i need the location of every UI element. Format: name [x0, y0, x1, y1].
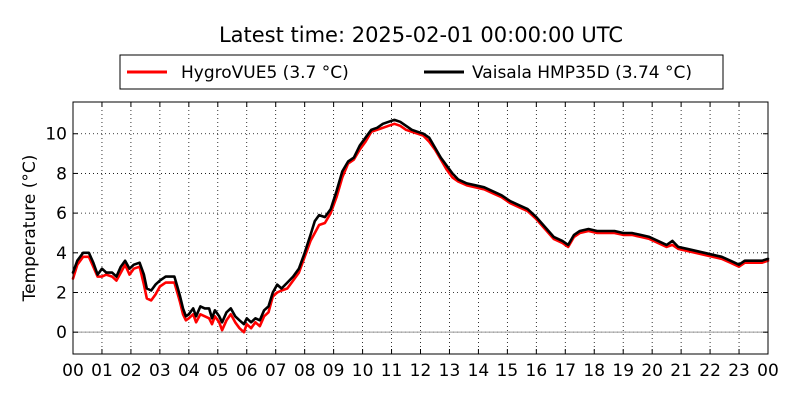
y-tick-label: 8: [56, 164, 67, 184]
legend-box: [119, 54, 724, 90]
x-tick-label: 05: [207, 361, 229, 381]
legend-label-vaisala: Vaisala HMP35D (3.74 °C): [472, 63, 692, 83]
grid: [73, 102, 768, 354]
x-tick-label: 19: [612, 361, 634, 381]
x-tick-label: 22: [699, 361, 721, 381]
x-tick-label: 06: [236, 361, 258, 381]
x-tick-label: 10: [352, 361, 374, 381]
x-tick-label: 00: [62, 361, 84, 381]
x-tick-label: 07: [265, 361, 287, 381]
chart-title: Latest time: 2025-02-01 00:00:00 UTC: [219, 23, 623, 47]
x-tick-label: 02: [120, 361, 142, 381]
x-tick-label: 16: [526, 361, 548, 381]
y-tick-label: 2: [56, 283, 67, 303]
x-tick-label: 08: [294, 361, 316, 381]
x-tick-label: 03: [149, 361, 171, 381]
x-tick-label: 15: [497, 361, 519, 381]
x-tick-label: 20: [641, 361, 663, 381]
y-tick-label: 4: [56, 244, 67, 264]
x-tick-label: 21: [670, 361, 692, 381]
x-tick-label: 14: [468, 361, 490, 381]
x-tick-label: 12: [410, 361, 432, 381]
axis-ticks: 00 01 02 03 04 05 06 07 08 09 10 11 12 13 14 15 16 17 18 19…: [45, 102, 779, 381]
y-tick-label: 0: [56, 323, 67, 343]
series-line-vaisala: [71, 118, 770, 326]
x-tick-label: 23: [728, 361, 750, 381]
x-tick-label: 17: [554, 361, 576, 381]
series-lines: [71, 118, 770, 334]
x-tick-label: 09: [323, 361, 345, 381]
x-tick-label: 01: [91, 361, 113, 381]
x-tick-label: 04: [178, 361, 200, 381]
series-line-hygrovue5: [71, 122, 770, 334]
legend-label-hygrovue5: HygroVUE5 (3.7 °C): [181, 63, 349, 83]
y-tick-label: 6: [56, 204, 67, 224]
x-tick-label: 18: [583, 361, 605, 381]
y-tick-label: 10: [45, 125, 67, 145]
plot-frame: [72, 101, 769, 355]
x-tick-label: 13: [439, 361, 461, 381]
x-tick-label: 00: [757, 361, 779, 381]
legend: HygroVUE5 (3.7 °C) Vaisala HMP35D (3.74 …: [119, 54, 724, 90]
y-axis-label: Temperature (°C): [20, 155, 40, 303]
x-tick-label: 11: [381, 361, 403, 381]
